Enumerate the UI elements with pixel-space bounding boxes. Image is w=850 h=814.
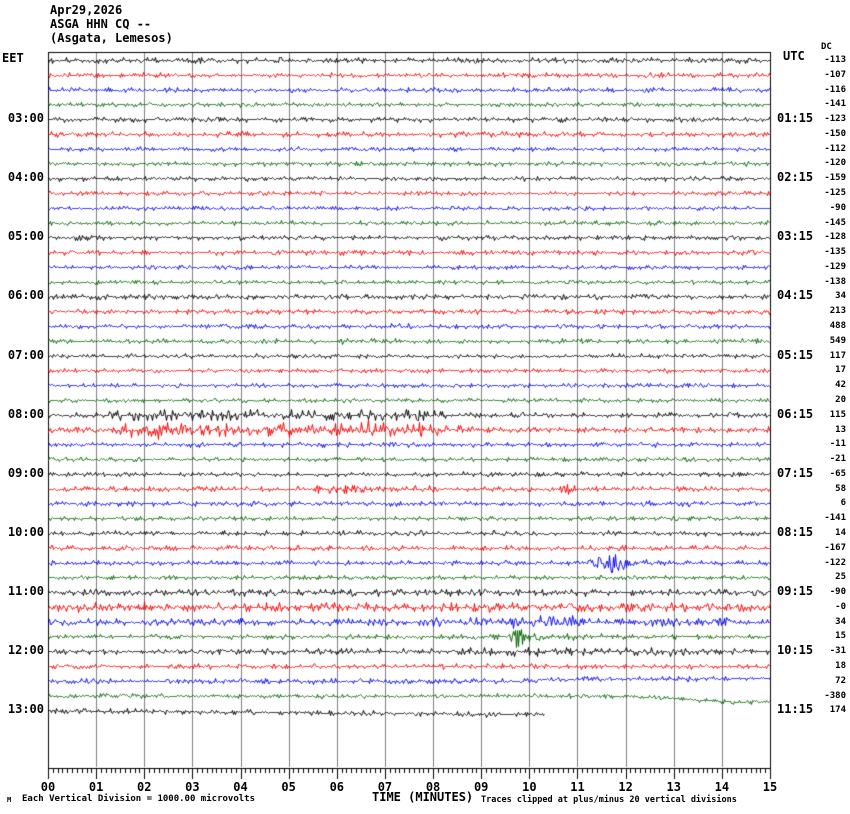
station-location: (Asgata, Lemesos) (50, 31, 173, 45)
eet-hour-label: 13:00 (7, 702, 44, 717)
dc-value: -113 (824, 55, 846, 65)
dc-value: 17 (835, 365, 846, 376)
x-tick-label: 11 (570, 780, 585, 794)
x-axis-title: TIME (MINUTES) (372, 790, 474, 804)
dc-value: -380 (824, 690, 846, 701)
station-id: ASGA HHN CQ -- (50, 17, 152, 31)
right-axis-title: UTC (783, 49, 805, 63)
x-tick-label: 12 (618, 780, 633, 794)
dc-value: -141 (824, 513, 846, 524)
x-tick-label: 08 (425, 780, 441, 794)
dc-value: -159 (824, 173, 846, 184)
dc-value: 34 (835, 616, 846, 627)
dc-value: -167 (824, 542, 846, 553)
x-tick-label: 10 (522, 780, 537, 794)
utc-hour-label: 07:15 (777, 465, 814, 480)
dc-value: 42 (835, 380, 846, 391)
dc-value: -128 (824, 232, 846, 243)
utc-hour-label: 10:15 (777, 643, 814, 658)
dc-value: -138 (824, 276, 846, 287)
dc-value: 15 (835, 631, 846, 642)
dc-value: -150 (824, 128, 846, 139)
dc-value: -116 (824, 84, 846, 95)
dc-value: -90 (829, 587, 846, 598)
dc-value: -31 (829, 646, 846, 657)
dc-value: -11 (829, 439, 846, 450)
dc-value: 20 (835, 394, 846, 405)
dc-value: -90 (829, 202, 846, 213)
dc-value: 14 (835, 527, 846, 538)
utc-hour-label: 06:15 (777, 406, 814, 421)
utc-hour-label: 11:15 (777, 702, 814, 717)
utc-hour-label: 01:15 (777, 111, 814, 126)
dc-value: -123 (824, 114, 846, 125)
dc-value: 117 (829, 350, 846, 361)
dc-value: -65 (829, 468, 846, 479)
dc-value: 58 (835, 483, 846, 494)
dc-value: -122 (824, 557, 846, 568)
eet-hour-label: 10:00 (7, 524, 44, 539)
dc-value: 174 (829, 705, 846, 716)
dc-value: -125 (824, 188, 846, 199)
x-tick-label: 02 (137, 780, 152, 794)
dc-value: 18 (835, 660, 846, 671)
record-date: Apr29,2026 (50, 3, 123, 17)
x-tick-label: 09 (473, 780, 489, 794)
x-tick-label: 05 (281, 780, 296, 794)
eet-hour-label: 09:00 (7, 465, 44, 480)
scale-note: Each Vertical Division = 1000.00 microvo… (22, 794, 255, 804)
x-tick-label: 03 (185, 780, 200, 794)
dc-value: -120 (824, 158, 846, 169)
dc-value: -21 (829, 454, 846, 465)
dc-value: 13 (835, 424, 846, 435)
dc-value: 213 (829, 306, 846, 317)
x-tick-label: 06 (329, 780, 345, 794)
dc-value: -112 (824, 143, 846, 154)
dc-value: 488 (829, 321, 846, 332)
utc-hour-label: 09:15 (777, 584, 814, 599)
dc-value: 25 (835, 572, 846, 583)
eet-hour-label: 12:00 (7, 643, 44, 658)
x-tick-label: 01 (88, 780, 104, 794)
utc-hour-label: 04:15 (777, 288, 814, 303)
x-tick-label: 00 (40, 780, 56, 794)
eet-hour-label: 05:00 (7, 229, 44, 244)
clipping-note: Traces clipped at plus/minus 20 vertical… (481, 795, 737, 805)
dc-value: 115 (829, 409, 846, 420)
utc-hour-label: 05:15 (777, 347, 814, 362)
eet-hour-label: 04:00 (7, 170, 44, 185)
eet-hour-label: 11:00 (7, 584, 44, 599)
eet-hour-label: 06:00 (7, 288, 44, 303)
dc-value: 6 (840, 498, 846, 509)
utc-hour-label: 08:15 (777, 524, 814, 539)
x-tick-label: 04 (233, 780, 248, 794)
dc-column-title: DC (821, 42, 832, 52)
dc-value: -141 (824, 99, 846, 110)
dc-value: -0 (835, 601, 846, 612)
eet-hour-label: 03:00 (7, 111, 44, 126)
x-tick-label: 13 (666, 780, 681, 794)
left-axis-title: EET (2, 51, 24, 65)
utc-hour-label: 03:15 (777, 229, 814, 244)
x-tick-label: 14 (714, 780, 730, 794)
utc-hour-label: 02:15 (777, 170, 814, 185)
dc-value: -107 (824, 69, 846, 80)
eet-hour-label: 08:00 (7, 406, 44, 421)
x-tick-label: 07 (377, 780, 393, 794)
dc-value: -129 (824, 261, 846, 272)
dc-value: -135 (824, 247, 846, 258)
dc-value: 34 (835, 291, 846, 302)
eet-hour-label: 07:00 (7, 347, 44, 362)
watermark-mark: M (7, 796, 12, 804)
dc-value: 549 (829, 335, 846, 346)
dc-value: 72 (835, 675, 846, 686)
dc-value: -145 (824, 217, 846, 228)
x-tick-label: 15 (762, 780, 778, 794)
